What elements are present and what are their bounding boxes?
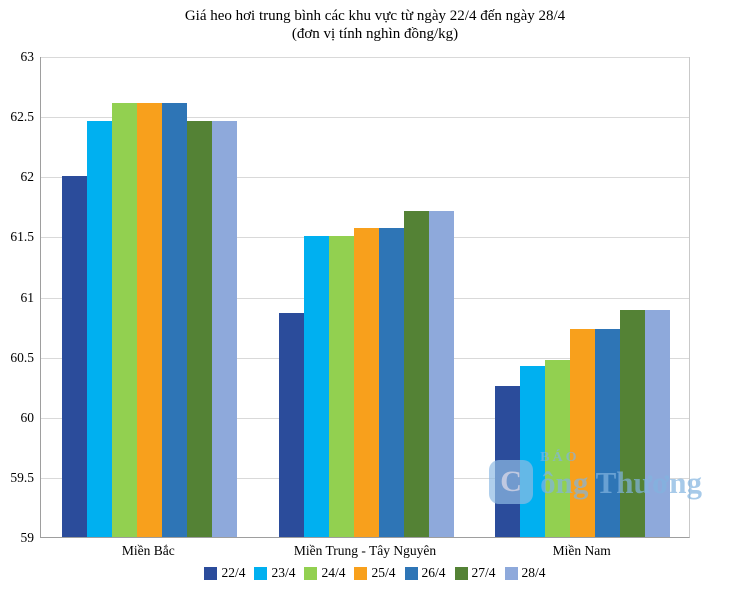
bar: [86, 120, 112, 537]
y-axis-tick-label: 60: [20, 409, 35, 425]
bar: [403, 211, 429, 537]
legend-label: 24/4: [321, 565, 346, 580]
bar: [620, 309, 646, 537]
x-axis-category-label: Miền Bắc: [121, 543, 175, 558]
y-axis-tick-label: 62: [20, 169, 35, 185]
gridline: [41, 177, 689, 179]
bar: [570, 328, 596, 537]
legend-swatch: [304, 566, 318, 580]
bar: [278, 313, 304, 537]
legend-label: 26/4: [421, 565, 446, 580]
chart-title: Giá heo hơi trung bình các khu vực từ ng…: [184, 8, 566, 24]
bar: [353, 227, 379, 537]
legend-item: 27/4: [454, 565, 496, 581]
legend-item: 25/4: [354, 565, 396, 581]
legend-item: 23/4: [254, 565, 295, 581]
gridline: [41, 57, 689, 58]
y-axis-tick-label: 60.5: [10, 349, 34, 365]
chart-subtitle: (đơn vị tính nghìn đồng/kg): [291, 26, 459, 42]
legend-label: 22/4: [221, 565, 246, 580]
legend-item: 28/4: [504, 565, 546, 581]
bar: [595, 328, 621, 537]
bar: [211, 120, 237, 537]
legend-swatch: [404, 566, 418, 580]
legend-swatch: [454, 566, 468, 580]
legend-label: 23/4: [271, 565, 296, 580]
bar: [428, 211, 454, 537]
legend-swatch: [504, 566, 518, 580]
legend-item: 22/4: [204, 565, 245, 581]
legend-swatch: [254, 566, 268, 580]
legend-label: 27/4: [471, 565, 496, 580]
legend-item: 24/4: [304, 565, 345, 581]
bar-group: [61, 102, 237, 537]
bar-group: [278, 211, 454, 537]
y-axis-tick-label: 59.5: [10, 469, 34, 485]
y-axis-tick-label: 61.5: [10, 229, 34, 245]
bar: [61, 176, 87, 537]
legend-label: 28/4: [521, 565, 546, 580]
x-axis-category-label: Miền Nam: [552, 543, 611, 558]
legend-label: 25/4: [371, 565, 396, 580]
bar: [495, 385, 521, 537]
gridline: [41, 117, 689, 119]
y-axis-tick-label: 63: [20, 49, 35, 64]
bar: [328, 236, 354, 537]
bar: [186, 120, 212, 537]
bar: [545, 360, 571, 537]
x-axis-category-label: Miền Trung - Tây Nguyên: [293, 543, 437, 558]
bar: [136, 102, 162, 537]
plot-area: [40, 57, 690, 538]
bar-group: [495, 309, 671, 537]
bar: [378, 227, 404, 537]
y-axis-tick-label: 61: [20, 289, 35, 305]
bar: [303, 236, 329, 537]
y-axis-tick-label: 62.5: [10, 109, 34, 125]
legend: 22/4 23/4 24/4 25/4 26/4 27/4 28/4: [0, 565, 750, 581]
y-axis-tick-label: 59: [20, 530, 35, 545]
legend-swatch: [354, 566, 368, 580]
bar: [645, 309, 671, 537]
legend-item: 26/4: [404, 565, 446, 581]
bar: [520, 366, 546, 537]
bar: [111, 102, 137, 537]
bar: [161, 102, 187, 537]
legend-swatch: [204, 566, 218, 580]
